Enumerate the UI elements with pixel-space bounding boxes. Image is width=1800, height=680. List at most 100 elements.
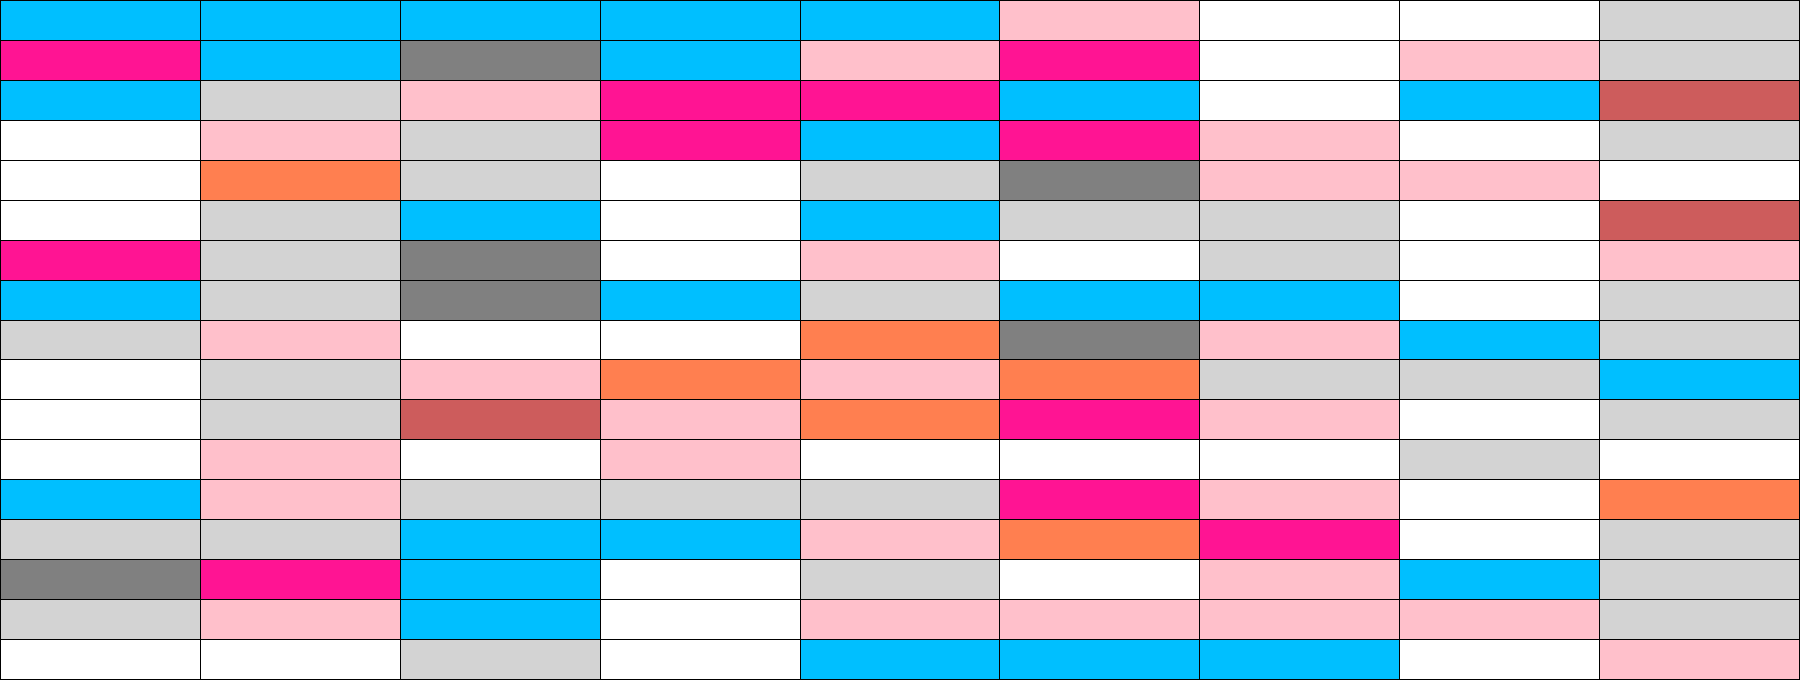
cell <box>800 360 1001 401</box>
cell <box>200 40 401 81</box>
cell <box>1600 1 1800 41</box>
cell <box>600 200 801 241</box>
cell <box>1200 560 1401 601</box>
cell <box>400 1 601 41</box>
cell <box>400 440 601 481</box>
cell <box>600 600 801 641</box>
cell <box>200 440 401 481</box>
cell <box>1200 280 1401 321</box>
cell <box>1 520 201 561</box>
cell <box>200 80 401 121</box>
cell <box>1 200 201 241</box>
cell <box>1000 440 1201 481</box>
cell <box>800 200 1001 241</box>
cell <box>200 640 401 680</box>
cell <box>1000 240 1201 281</box>
cell <box>1600 320 1800 361</box>
cell <box>1 240 201 281</box>
cell <box>400 560 601 601</box>
cell <box>600 80 801 121</box>
cell <box>1 400 201 441</box>
cell <box>600 360 801 401</box>
cell <box>800 280 1001 321</box>
cell <box>200 320 401 361</box>
cell <box>1400 80 1601 121</box>
cell <box>1000 320 1201 361</box>
cell <box>600 40 801 81</box>
cell <box>800 400 1001 441</box>
cell <box>1200 200 1401 241</box>
cell <box>1 120 201 161</box>
cell <box>200 160 401 201</box>
cell <box>400 160 601 201</box>
cell <box>1400 40 1601 81</box>
cell <box>1 480 201 521</box>
cell <box>400 200 601 241</box>
cell <box>1000 560 1201 601</box>
cell <box>1600 520 1800 561</box>
cell <box>1400 520 1601 561</box>
cell <box>1200 320 1401 361</box>
cell <box>1000 480 1201 521</box>
cell <box>1600 600 1800 641</box>
cell <box>1600 80 1800 121</box>
cell <box>1 40 201 81</box>
cell <box>1 80 201 121</box>
cell <box>1400 1 1601 41</box>
cell <box>600 1 801 41</box>
cell <box>200 400 401 441</box>
cell <box>1000 40 1201 81</box>
cell <box>600 280 801 321</box>
cell <box>800 480 1001 521</box>
cell <box>1000 120 1201 161</box>
cell <box>200 120 401 161</box>
cell <box>400 320 601 361</box>
cell <box>600 520 801 561</box>
cell <box>1000 160 1201 201</box>
cell <box>1400 240 1601 281</box>
cell <box>600 240 801 281</box>
cell <box>200 200 401 241</box>
cell <box>1400 560 1601 601</box>
cell <box>1200 1 1401 41</box>
cell <box>200 1 401 41</box>
cell <box>1 160 201 201</box>
cell <box>1600 240 1800 281</box>
cell <box>400 360 601 401</box>
cell <box>600 400 801 441</box>
cell <box>400 480 601 521</box>
cell <box>200 240 401 281</box>
cell <box>1600 280 1800 321</box>
cell <box>800 440 1001 481</box>
cell <box>1000 600 1201 641</box>
cell <box>1400 480 1601 521</box>
cell <box>800 80 1001 121</box>
cell <box>800 520 1001 561</box>
cell <box>1400 360 1601 401</box>
cell <box>400 40 601 81</box>
cell <box>1400 160 1601 201</box>
cell <box>1200 400 1401 441</box>
cell <box>200 360 401 401</box>
cell <box>1 280 201 321</box>
cell <box>400 280 601 321</box>
cell <box>1400 200 1601 241</box>
cell <box>1000 1 1201 41</box>
cell <box>1000 520 1201 561</box>
cell <box>1200 160 1401 201</box>
cell <box>800 240 1001 281</box>
cell <box>1000 640 1201 680</box>
cell <box>1 1 201 41</box>
cell <box>400 240 601 281</box>
cell <box>1200 440 1401 481</box>
cell <box>1400 440 1601 481</box>
cell <box>400 120 601 161</box>
cell <box>1600 560 1800 601</box>
cell <box>800 160 1001 201</box>
cell <box>1600 480 1800 521</box>
cell <box>1000 360 1201 401</box>
cell <box>1000 400 1201 441</box>
cell <box>1 600 201 641</box>
cell <box>200 280 401 321</box>
